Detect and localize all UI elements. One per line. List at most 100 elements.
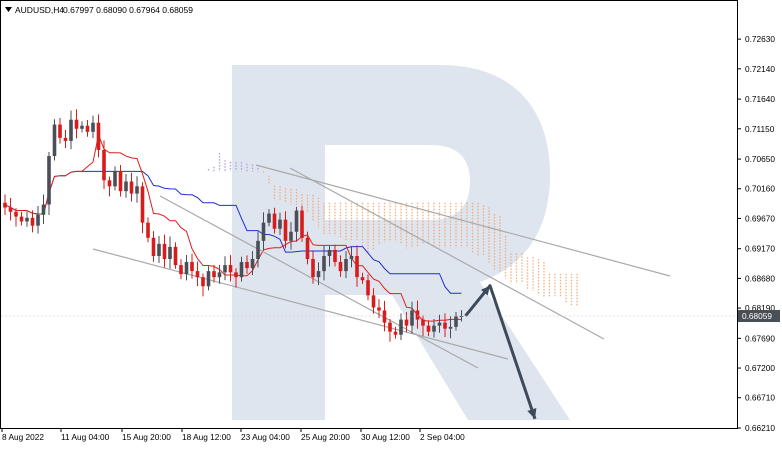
x-tick-label: 25 Aug 20:00 (301, 432, 350, 442)
candle (190, 253, 194, 279)
candle (371, 288, 376, 314)
candle (113, 166, 117, 191)
candle (146, 217, 150, 243)
candle (454, 312, 458, 331)
candle (349, 246, 354, 268)
candle (278, 212, 282, 235)
candle-body (415, 310, 420, 320)
candle-body (201, 277, 205, 287)
candle (201, 273, 205, 297)
candle (69, 110, 73, 150)
candle-body (399, 319, 403, 335)
candle-body (371, 295, 376, 308)
candle (52, 119, 57, 161)
candle-body (217, 272, 222, 278)
candle (388, 318, 392, 342)
y-tick-label: 0.68680 (745, 273, 775, 283)
candle (96, 114, 101, 158)
candle (272, 207, 277, 234)
current-price-marker: 0.68059 (1, 310, 780, 323)
candle (217, 264, 222, 284)
candle (311, 251, 315, 284)
candle (366, 274, 370, 301)
x-tick-label: 2 Sep 04:00 (420, 432, 465, 442)
candle-body (195, 271, 200, 278)
candle-body (212, 271, 216, 278)
candle (234, 268, 238, 288)
candle-body (162, 243, 167, 260)
candle-body (360, 277, 365, 281)
candle-body (135, 186, 139, 194)
y-tick-label: 0.70160 (745, 184, 775, 194)
y-tick-label: 0.66710 (745, 393, 775, 403)
candle (283, 211, 288, 249)
candle (327, 245, 332, 267)
candle-body (129, 181, 134, 194)
candle (179, 259, 183, 280)
candle-body (228, 265, 233, 273)
y-tick-label: 0.71150 (745, 124, 775, 134)
candle (267, 209, 271, 227)
tenkan-sen-line (4, 133, 462, 322)
candle (107, 176, 112, 197)
ichimoku-cloud (207, 153, 578, 307)
candle-body (377, 307, 381, 311)
time-axis: 8 Aug 2022 11 Aug 04:00 15 Aug 20:00 18 Aug… (1, 428, 465, 442)
candle-body (344, 259, 348, 272)
x-tick-label: 30 Aug 12:00 (361, 432, 410, 442)
candle-body (107, 180, 112, 187)
candle-body (272, 213, 277, 229)
price-axis: 0.72630 0.72140 0.71640 0.71150 0.70650 0.701… (737, 34, 775, 433)
candle-body (382, 310, 387, 323)
candle (91, 115, 95, 139)
candle (74, 109, 79, 139)
candle-body (256, 240, 260, 260)
symbol-header: AUDUSD,H4 0.67997 0.68090 0.67964 0.6805… (5, 5, 193, 15)
candle-body (41, 204, 46, 215)
y-tick-label: 0.70650 (745, 154, 775, 164)
candle (404, 312, 409, 333)
candle-body (278, 219, 282, 229)
candle (25, 211, 29, 227)
candle-body (124, 181, 128, 192)
candle-body (179, 265, 183, 275)
candle-body (388, 322, 392, 332)
candle-body (316, 271, 321, 278)
arrow-up-head-icon (480, 285, 490, 296)
candle (294, 206, 299, 242)
candle (157, 235, 161, 264)
y-tick-label: 0.69670 (745, 213, 775, 223)
candle-body (151, 237, 156, 256)
candle (437, 314, 442, 333)
channel-line-upper-inner (289, 167, 605, 340)
candle (443, 313, 447, 338)
candle (256, 231, 260, 268)
candle (316, 262, 321, 286)
x-tick-label: 18 Aug 12:00 (182, 432, 231, 442)
candle-body (190, 262, 194, 272)
candle (162, 234, 167, 268)
candle-body (437, 322, 442, 326)
y-tick-label: 0.72630 (745, 34, 775, 44)
candle (184, 254, 189, 281)
candle-body (454, 316, 458, 327)
candle-body (140, 186, 145, 223)
candle-body (74, 119, 79, 129)
candle (338, 255, 343, 277)
candle-body (432, 325, 436, 332)
y-tick-label: 0.67200 (745, 363, 775, 373)
candle (426, 320, 431, 337)
candle (36, 206, 40, 234)
y-tick-label: 0.72140 (745, 64, 775, 74)
candle (118, 164, 123, 197)
candle (261, 212, 266, 251)
y-tick-label: 0.71640 (745, 94, 775, 104)
candle (289, 222, 293, 250)
collapse-triangle-icon[interactable] (5, 7, 12, 12)
candle-body (184, 262, 189, 275)
candle-body (118, 171, 123, 192)
ohlc-values: 0.67997 0.68090 0.67964 0.68059 (63, 5, 193, 15)
indicator-lines (4, 133, 462, 322)
candle-body (113, 171, 117, 187)
